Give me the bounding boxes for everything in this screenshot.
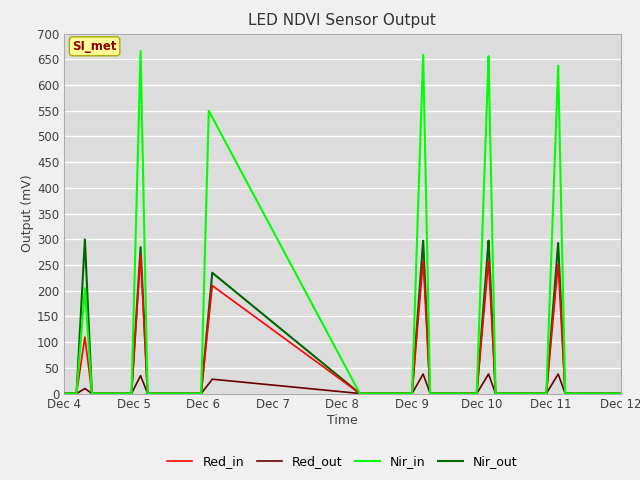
Red_in — [137, 252, 145, 258]
Line: Red_out: Red_out — [64, 374, 621, 394]
Nir_out — [503, 391, 511, 396]
Red_out — [262, 382, 269, 387]
Line: Red_in: Red_in — [64, 255, 621, 394]
Nir_out — [414, 311, 422, 316]
Red_in — [262, 322, 269, 327]
Red_in — [60, 391, 68, 396]
Red_out — [617, 391, 625, 396]
Red_in — [473, 389, 481, 395]
Nir_out — [262, 313, 269, 319]
Nir_out — [88, 391, 96, 396]
Line: Nir_in: Nir_in — [64, 51, 621, 394]
X-axis label: Time: Time — [327, 414, 358, 427]
Red_out — [473, 391, 481, 396]
Red_in — [503, 391, 511, 396]
Red_out — [390, 391, 397, 396]
Nir_out — [81, 237, 89, 242]
Nir_in — [88, 391, 96, 396]
Legend: Red_in, Red_out, Nir_in, Nir_out: Red_in, Red_out, Nir_in, Nir_out — [163, 450, 522, 473]
Nir_in — [473, 387, 481, 393]
Nir_out — [60, 391, 68, 396]
Red_in — [617, 391, 625, 396]
Nir_in — [137, 48, 145, 54]
Nir_out — [473, 389, 481, 395]
Y-axis label: Output (mV): Output (mV) — [21, 175, 34, 252]
Title: LED NDVI Sensor Output: LED NDVI Sensor Output — [248, 13, 436, 28]
Red_out — [554, 371, 562, 377]
Nir_in — [617, 391, 625, 396]
Nir_in — [60, 391, 68, 396]
Nir_in — [390, 391, 397, 396]
Nir_in — [503, 391, 511, 396]
Text: SI_met: SI_met — [72, 40, 117, 53]
Red_out — [502, 391, 510, 396]
Nir_in — [414, 213, 422, 219]
Red_in — [390, 391, 397, 396]
Nir_in — [262, 215, 269, 220]
Red_out — [88, 391, 96, 396]
Red_in — [88, 391, 96, 396]
Red_in — [414, 322, 422, 327]
Red_out — [414, 381, 422, 386]
Nir_out — [390, 391, 397, 396]
Line: Nir_out: Nir_out — [64, 240, 621, 394]
Red_out — [60, 391, 68, 396]
Nir_out — [617, 391, 625, 396]
